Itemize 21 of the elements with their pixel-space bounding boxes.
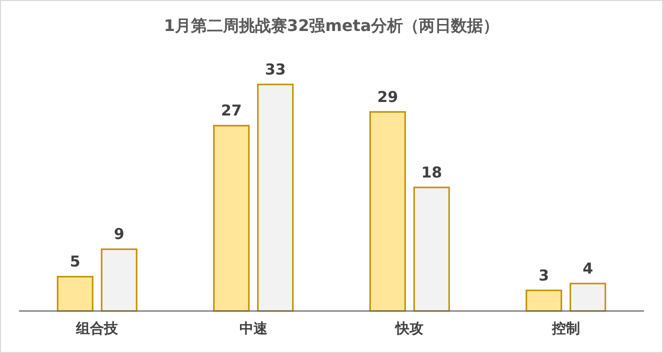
data-label: 27	[220, 102, 242, 120]
bar	[213, 124, 250, 312]
data-label: 33	[264, 60, 286, 78]
x-tick-label: 快攻	[394, 321, 424, 337]
bar	[369, 111, 406, 312]
chart-title: 1月第二周挑战赛32强meta分析（两日数据）	[164, 16, 500, 35]
x-tick-label: 组合技	[75, 321, 120, 337]
bar	[413, 186, 450, 312]
x-tick-label: 控制	[550, 321, 580, 337]
x-tick-label: 中速	[239, 321, 268, 337]
data-label: 5	[70, 252, 80, 271]
bar	[257, 84, 294, 312]
bar	[56, 276, 94, 312]
data-label: 9	[114, 225, 124, 244]
bar	[570, 282, 606, 312]
bar	[526, 290, 562, 312]
data-label: 3	[538, 266, 550, 284]
bar	[100, 248, 138, 312]
data-label: 18	[421, 163, 442, 182]
data-label: 29	[377, 88, 398, 106]
data-label: 4	[582, 260, 594, 278]
